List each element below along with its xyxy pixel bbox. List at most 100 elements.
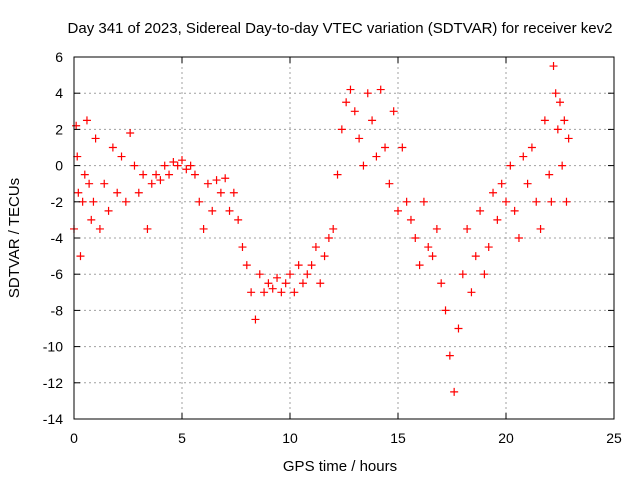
- data-point: [411, 234, 420, 242]
- data-point: [363, 89, 372, 98]
- data-point: [502, 197, 510, 206]
- data-point: [458, 270, 467, 279]
- data-point: [510, 206, 519, 215]
- data-point: [169, 157, 178, 166]
- y-tick-label: -2: [51, 194, 64, 210]
- data-point: [519, 152, 528, 161]
- data-point: [139, 170, 148, 179]
- data-point: [290, 288, 299, 297]
- data-point: [545, 170, 554, 179]
- data-point: [281, 279, 290, 288]
- data-point: [549, 62, 558, 71]
- data-point: [156, 176, 165, 185]
- data-point: [415, 261, 424, 270]
- data-point: [454, 324, 463, 333]
- data-point: [87, 215, 96, 224]
- data-point: [489, 188, 498, 197]
- data-point: [497, 179, 506, 188]
- data-point: [556, 98, 564, 107]
- data-point: [225, 206, 234, 215]
- data-point: [463, 224, 472, 233]
- x-tick-label: 20: [498, 430, 514, 446]
- data-point: [450, 387, 459, 396]
- data-point: [182, 165, 191, 174]
- x-tick-label: 0: [70, 430, 78, 446]
- x-tick-label: 10: [282, 430, 298, 446]
- data-point: [316, 279, 325, 288]
- data-point: [273, 273, 282, 282]
- data-point: [85, 179, 94, 188]
- data-point: [398, 143, 407, 152]
- data-point: [562, 197, 571, 206]
- data-point: [437, 279, 446, 288]
- data-point: [190, 170, 199, 179]
- data-point: [203, 179, 212, 188]
- data-point: [523, 179, 532, 188]
- data-point: [540, 116, 549, 125]
- data-point: [117, 152, 126, 161]
- y-tick-label: -12: [43, 375, 63, 391]
- x-axis-label: GPS time / hours: [283, 458, 397, 475]
- data-point: [484, 243, 493, 252]
- data-point: [419, 197, 428, 206]
- data-point: [514, 234, 523, 242]
- y-tick-label: 2: [55, 121, 63, 137]
- data-point: [355, 134, 364, 143]
- data-point: [493, 215, 502, 224]
- data-point: [303, 270, 312, 279]
- y-tick-label: -8: [51, 302, 64, 318]
- data-point: [73, 152, 82, 161]
- y-tick-label: -10: [43, 339, 63, 355]
- data-point: [195, 197, 204, 206]
- data-point: [186, 161, 195, 170]
- data-point: [532, 197, 541, 206]
- data-point: [406, 215, 415, 224]
- data-point: [100, 179, 109, 188]
- x-tick-label: 15: [390, 430, 406, 446]
- data-point: [126, 129, 135, 138]
- data-point: [564, 134, 573, 143]
- data-point: [82, 116, 91, 125]
- data-point: [385, 179, 394, 188]
- y-axis-label: SDTVAR / TECUs: [6, 178, 23, 298]
- data-point: [372, 152, 381, 161]
- data-point: [350, 107, 359, 116]
- data-point: [121, 197, 130, 206]
- data-point: [134, 188, 143, 197]
- x-tick-label: 5: [178, 430, 186, 446]
- data-point: [74, 188, 83, 197]
- data-point: [333, 170, 342, 179]
- data-point: [143, 224, 152, 233]
- data-point: [212, 176, 221, 185]
- x-tick-label: 25: [606, 430, 622, 446]
- data-point: [242, 261, 251, 270]
- data-point: [160, 161, 169, 170]
- data-point: [424, 243, 433, 252]
- data-point: [558, 161, 567, 170]
- data-point: [199, 224, 208, 233]
- data-point: [376, 85, 385, 94]
- data-point: [389, 107, 398, 116]
- data-point: [152, 170, 161, 179]
- data-point: [346, 85, 355, 94]
- data-point: [76, 252, 85, 261]
- data-point: [104, 206, 113, 215]
- data-point: [234, 215, 243, 224]
- data-point: [108, 143, 117, 152]
- data-point: [277, 288, 286, 297]
- data-point: [428, 252, 437, 261]
- data-points: [70, 62, 573, 396]
- data-point: [441, 306, 450, 315]
- data-point: [342, 98, 351, 107]
- data-point: [320, 252, 329, 261]
- y-tick-label: 0: [55, 158, 63, 174]
- data-point: [311, 243, 320, 252]
- data-point: [260, 288, 269, 297]
- data-point: [329, 224, 338, 233]
- data-point: [560, 116, 569, 125]
- data-point: [394, 206, 402, 215]
- data-point: [527, 143, 536, 152]
- data-point: [251, 315, 260, 324]
